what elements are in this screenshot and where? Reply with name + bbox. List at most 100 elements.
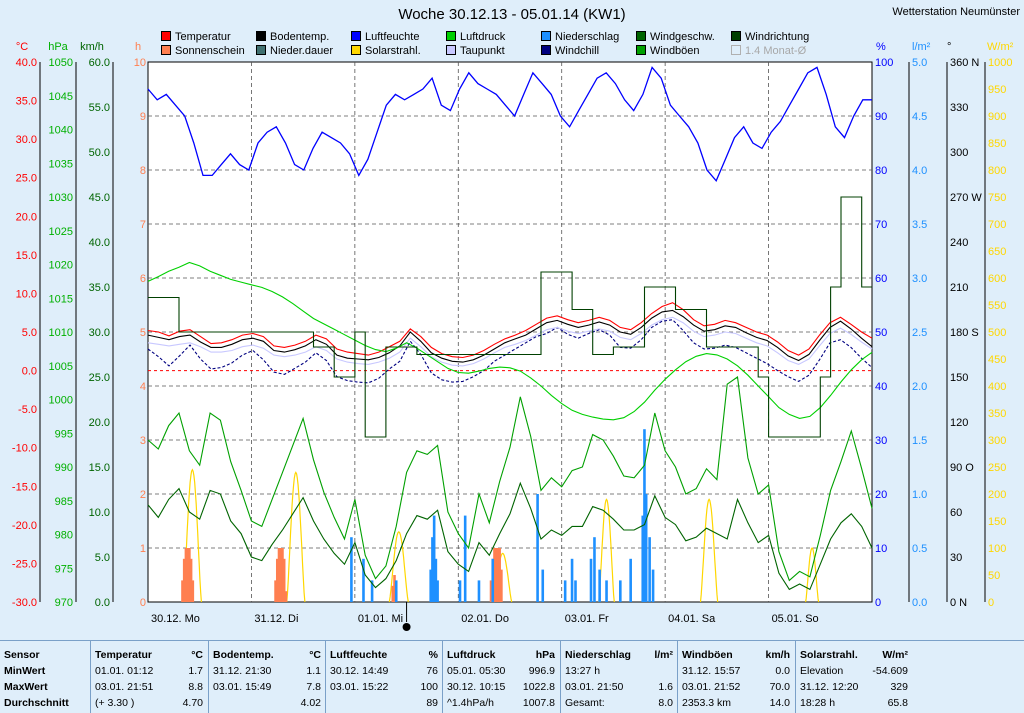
tick-label: 2.5: [912, 327, 927, 339]
bar: [182, 558, 186, 602]
legend-swatch: [351, 45, 361, 55]
tick-label: 0.5: [912, 543, 927, 555]
tick-label: 900: [988, 111, 1006, 123]
tick-label: 5.0: [912, 57, 927, 69]
stats-label: 03.01. 21:51: [95, 681, 154, 693]
bar: [393, 575, 396, 602]
tick-label: 50: [988, 570, 1000, 582]
tick-label: 450: [988, 354, 1006, 366]
tick-label: 15.0: [89, 462, 110, 474]
tick-label: 1.0: [912, 489, 927, 501]
tick-label: 30.0: [89, 327, 110, 339]
bar: [541, 569, 545, 602]
tick-label: 500: [988, 327, 1006, 339]
tick-label: 60: [950, 507, 962, 519]
solar-curve: [805, 547, 820, 603]
stats-label: Durchschnitt: [4, 697, 69, 709]
stats-column: Solarstrahl. W/m² Elevation -54.609 31.12. 1…: [795, 641, 912, 713]
legend-item: Windchill: [541, 45, 599, 57]
bar: [570, 558, 574, 602]
tick-label: 60.0: [89, 57, 110, 69]
stats-label: 31.12. 12:20: [800, 681, 859, 693]
tick-label: 3.5: [912, 219, 927, 231]
bar: [189, 558, 193, 602]
tick-label: 985: [55, 496, 73, 508]
legend-swatch: [161, 31, 171, 41]
current-time-marker: [402, 623, 411, 631]
axis-solar_wm2: 1000950900850800750700650600550500450400…: [984, 41, 1014, 609]
tick-label: 70: [875, 219, 887, 231]
bar: [493, 548, 496, 602]
stats-value: 1007.8: [522, 697, 555, 709]
stats-value: °C: [309, 649, 321, 661]
bar: [394, 580, 398, 602]
tick-label: 120: [950, 417, 968, 429]
tick-label: 180 S: [950, 327, 979, 339]
tick-label: 90: [875, 111, 887, 123]
series-luftdruck: [147, 261, 873, 421]
tick-label: 1025: [49, 226, 73, 238]
stats-value: 4.70: [182, 697, 203, 709]
bar: [391, 585, 395, 602]
bar: [589, 558, 593, 602]
x-tick-label: 30.12. Mo: [151, 613, 200, 625]
axis-unit: hPa: [48, 41, 68, 53]
tick-label: 8: [140, 165, 146, 177]
stats-column: Temperatur °C 01.01. 01:12 1.7 03.01. 21:51 8…: [90, 641, 207, 713]
legend-item: 1.4 Monat-Ø: [731, 45, 806, 57]
stats-label: 18:28 h: [800, 697, 836, 709]
legend-label: Sonnenschein: [175, 45, 245, 57]
bar: [188, 548, 191, 602]
bar: [641, 515, 645, 602]
bar: [477, 580, 481, 602]
tick-label: 0.0: [22, 366, 37, 378]
bar: [463, 515, 467, 602]
stats-value: 1.1: [306, 665, 321, 677]
stats-value: 996.9: [528, 665, 555, 677]
legend-swatch: [541, 45, 551, 55]
stats-value: 1.6: [658, 681, 673, 693]
tick-label: 0: [875, 597, 881, 609]
legend-label: Luftfeuchte: [365, 31, 420, 43]
tick-label: 10: [134, 57, 146, 69]
solar-curve: [388, 530, 409, 603]
solar-curve: [699, 498, 719, 603]
tick-label: 400: [988, 381, 1006, 393]
x-tick-label: 02.01. Do: [461, 613, 509, 625]
stats-value: °C: [191, 649, 203, 661]
tick-label: 0: [988, 597, 994, 609]
tick-label: 150: [950, 372, 968, 384]
bar: [598, 569, 601, 602]
tick-label: 1015: [49, 293, 73, 305]
x-tick-label: 01.01. Mi: [358, 613, 403, 625]
tick-label: 40: [875, 381, 887, 393]
tick-label: 9: [140, 111, 146, 123]
bar: [274, 580, 277, 602]
bar: [282, 558, 286, 602]
axis-unit: km/h: [80, 41, 104, 53]
bar: [184, 548, 188, 602]
series-windchill: [147, 319, 873, 384]
stats-value: 1.7: [188, 665, 203, 677]
axis-unit: h: [135, 41, 141, 53]
tick-label: 1000: [49, 395, 73, 407]
tick-label: 80: [875, 165, 887, 177]
stats-value: 65.8: [887, 697, 908, 709]
legend-item: Windrichtung: [731, 31, 809, 43]
stats-label: Solarstrahl.: [800, 649, 858, 661]
stats-label: Luftdruck: [447, 649, 496, 661]
legend-label: Temperatur: [175, 31, 231, 43]
tick-label: 1000: [988, 57, 1012, 69]
tick-label: -30.0: [12, 597, 37, 609]
series-bodentemp.: [147, 309, 873, 363]
tick-label: 950: [988, 84, 1006, 96]
stats-label: 13:27 h: [565, 665, 601, 677]
stats-table: Sensor MinWert MaxWert Durchschnitt Temperat…: [0, 640, 1024, 713]
tick-label: 4.5: [912, 111, 927, 123]
tick-label: 250: [988, 462, 1006, 474]
bar: [536, 494, 539, 602]
bar: [191, 580, 195, 602]
legend-label: Windchill: [555, 45, 600, 57]
tick-label: 20.0: [16, 211, 37, 223]
axis-direction: 360 N 330 300 270 W 240 210 180 S 150 120 90 O 60 3…: [946, 41, 982, 609]
